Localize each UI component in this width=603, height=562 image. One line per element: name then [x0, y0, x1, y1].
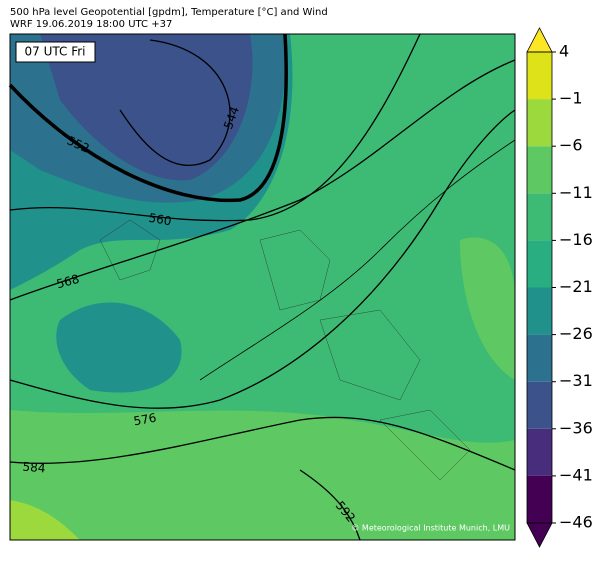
- contour-568: [9, 59, 516, 301]
- contours: [8, 33, 516, 541]
- colorbar-band: [527, 99, 552, 147]
- contour-584: [9, 416, 516, 471]
- contour-552: [8, 33, 288, 203]
- colorbar-tick-label: −31: [559, 371, 593, 390]
- colorbar-band: [527, 381, 552, 429]
- contour-544: [119, 39, 231, 166]
- colorbar-tick-label: −26: [559, 324, 593, 343]
- map-frame: [9, 33, 516, 541]
- colorbar-tick-label: −36: [559, 418, 593, 437]
- colorbar-band: [527, 475, 552, 523]
- contour-label: 560: [148, 211, 173, 229]
- credit: © Meteorological Institute Munich, LMU: [351, 524, 510, 533]
- colorbar-over: [526, 27, 553, 53]
- contour-592: [299, 469, 361, 541]
- colorbar-band: [527, 146, 552, 194]
- colorbar-band: [527, 52, 552, 100]
- colorbar-tick-label: −1: [559, 89, 583, 108]
- colorbar-tick-label: −16: [559, 230, 593, 249]
- time-label: 07 UTC Fri: [25, 45, 86, 59]
- title: 500 hPa level Geopotential [gpdm], Tempe…: [10, 7, 328, 18]
- colorbar-tick-label: −6: [559, 136, 583, 155]
- warm-region: [460, 237, 515, 380]
- contour-label: 568: [55, 272, 81, 291]
- colorbar-tick-label: 4: [559, 42, 569, 61]
- warm-region: [10, 500, 80, 540]
- subtitle: WRF 19.06.2019 18:00 UTC +37: [10, 19, 172, 30]
- cold-region: [56, 302, 182, 393]
- colorbar: 4 −1 −6 −11 −16 −21 −26 −31 −36 −41 −46: [526, 27, 593, 548]
- contour-label: 576: [132, 411, 157, 429]
- colorbar-band: [527, 193, 552, 241]
- colorbar-band: [527, 240, 552, 288]
- warm-region: [10, 410, 515, 540]
- time-box: [15, 41, 96, 63]
- colorbar-tick-label: −46: [559, 513, 593, 532]
- colorbar-band: [527, 428, 552, 476]
- contour-560: [9, 33, 421, 222]
- colorbar-tick-label: −21: [559, 277, 593, 296]
- colorbar-band: [527, 287, 552, 335]
- cold-core: [40, 34, 253, 181]
- colorbar-under: [526, 522, 553, 548]
- colorbar-tick-label: −41: [559, 465, 593, 484]
- borders: [99, 219, 471, 481]
- colorbar-tick-label: −11: [559, 183, 593, 202]
- contour-576: [9, 109, 516, 409]
- colorbar-band: [527, 334, 552, 382]
- contour-minor: [199, 139, 516, 381]
- contour-label: 584: [22, 460, 46, 476]
